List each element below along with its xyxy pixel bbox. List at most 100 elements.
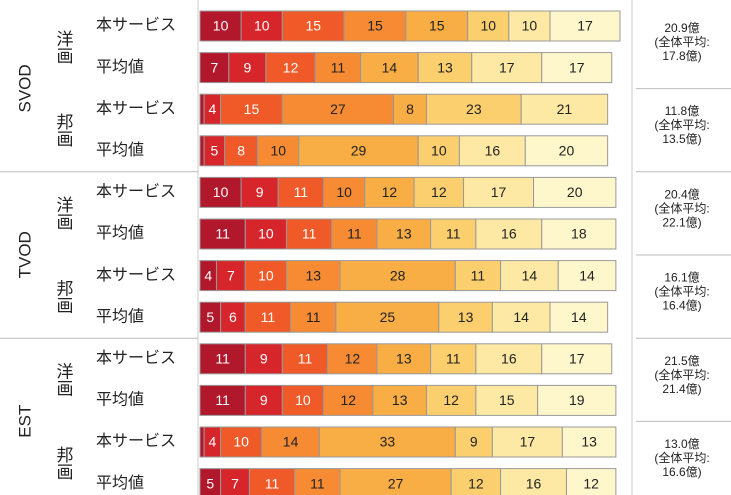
data-label: 13 xyxy=(396,351,412,367)
data-label: 10 xyxy=(522,18,538,34)
data-label: 10 xyxy=(213,18,229,34)
bar-segment xyxy=(520,93,609,125)
data-label: 17 xyxy=(577,18,593,34)
bar-segment xyxy=(224,135,259,167)
bar-segment xyxy=(537,384,617,416)
data-label: 16 xyxy=(526,475,542,491)
row-label: 本サービス xyxy=(96,16,176,34)
bar-segment xyxy=(524,135,609,167)
bar-segment xyxy=(220,301,246,333)
subgroup-label: 洋画 xyxy=(54,196,74,230)
bar-segment xyxy=(285,218,333,250)
data-label: 33 xyxy=(380,434,396,450)
bar-segment xyxy=(500,260,559,292)
bar-segment xyxy=(339,260,456,292)
data-label: 12 xyxy=(382,184,398,200)
bar-segment xyxy=(199,426,205,458)
note: 20.9億 xyxy=(664,21,699,35)
data-label: 7 xyxy=(231,475,239,491)
data-label: 13 xyxy=(581,434,597,450)
bar-segment xyxy=(425,384,477,416)
note: (全体平均: xyxy=(654,450,709,465)
data-label: 11 xyxy=(265,475,280,491)
data-label: 17 xyxy=(520,434,536,450)
bar-segment xyxy=(557,260,617,292)
note: 11.8億 xyxy=(665,104,699,118)
bar-segment xyxy=(244,301,292,333)
subgroup-label: 邦画 xyxy=(54,113,74,147)
data-label: 12 xyxy=(345,351,361,367)
bar-segment xyxy=(257,135,300,167)
data-label: 8 xyxy=(406,101,414,117)
data-label: 25 xyxy=(380,309,396,325)
bar-segment xyxy=(475,218,543,250)
bar-segment xyxy=(541,343,613,375)
note: (全体平均: xyxy=(654,200,709,215)
data-label: 15 xyxy=(244,101,260,117)
bar-segment xyxy=(430,218,477,250)
data-label: 11 xyxy=(215,392,230,408)
data-label: 5 xyxy=(211,143,219,159)
bar-segment xyxy=(541,218,617,250)
data-label: 12 xyxy=(283,59,299,75)
bar-segment xyxy=(281,93,395,125)
data-label: 18 xyxy=(571,226,587,242)
data-label: 15 xyxy=(305,18,321,34)
bar-segment xyxy=(244,260,287,292)
group-label: EST xyxy=(15,405,34,438)
data-label: 9 xyxy=(260,351,268,367)
bar-segment xyxy=(277,176,325,208)
data-label: 10 xyxy=(270,143,286,159)
data-label: 11 xyxy=(306,309,321,325)
data-label: 12 xyxy=(431,184,447,200)
data-label: 15 xyxy=(499,392,515,408)
bar-segment xyxy=(244,218,287,250)
bar-segment xyxy=(508,10,551,42)
data-label: 11 xyxy=(261,309,276,325)
data-label: 17 xyxy=(499,59,515,75)
data-label: 15 xyxy=(367,18,383,34)
note: 20.4億 xyxy=(664,187,699,201)
note: (全体平均: xyxy=(654,34,709,49)
bar-segment xyxy=(244,384,283,416)
bar-segment xyxy=(438,301,493,333)
data-label: 15 xyxy=(429,18,445,34)
data-label: 9 xyxy=(243,59,251,75)
bar-segment xyxy=(417,135,460,167)
group-label: TVOD xyxy=(15,231,34,278)
data-label: 9 xyxy=(470,434,478,450)
bar-segment xyxy=(220,93,283,125)
bar-segment xyxy=(417,52,473,84)
data-label: 10 xyxy=(295,392,311,408)
bar-segment xyxy=(281,343,329,375)
data-label: 14 xyxy=(382,59,398,75)
bar-segment xyxy=(458,135,526,167)
data-label: 12 xyxy=(468,475,484,491)
note: 16.6億) xyxy=(662,465,701,479)
note: (全体平均: xyxy=(654,117,709,132)
row-label: 平均値 xyxy=(96,58,144,76)
data-label: 27 xyxy=(330,101,346,117)
bar-segment xyxy=(467,10,510,42)
data-label: 13 xyxy=(458,309,474,325)
row-label: 本サービス xyxy=(96,183,176,201)
row-label: 本サービス xyxy=(96,349,176,367)
bar-segment xyxy=(261,426,320,458)
data-label: 10 xyxy=(254,18,270,34)
bar-segment xyxy=(463,176,535,208)
bar-segment xyxy=(323,176,366,208)
bar-segment xyxy=(561,426,617,458)
row-label: 平均値 xyxy=(96,474,144,492)
bar-segment xyxy=(376,218,432,250)
bar-segment xyxy=(248,468,296,495)
data-label: 9 xyxy=(260,392,268,408)
data-label: 14 xyxy=(513,309,529,325)
row-label: 平均値 xyxy=(96,391,144,409)
bar-segment xyxy=(199,135,205,167)
data-label: 27 xyxy=(388,475,404,491)
data-label: 5 xyxy=(206,475,214,491)
bar-segment xyxy=(549,10,621,42)
data-label: 5 xyxy=(206,309,214,325)
row-label: 本サービス xyxy=(96,432,176,450)
group-label: SVOD xyxy=(15,64,34,112)
